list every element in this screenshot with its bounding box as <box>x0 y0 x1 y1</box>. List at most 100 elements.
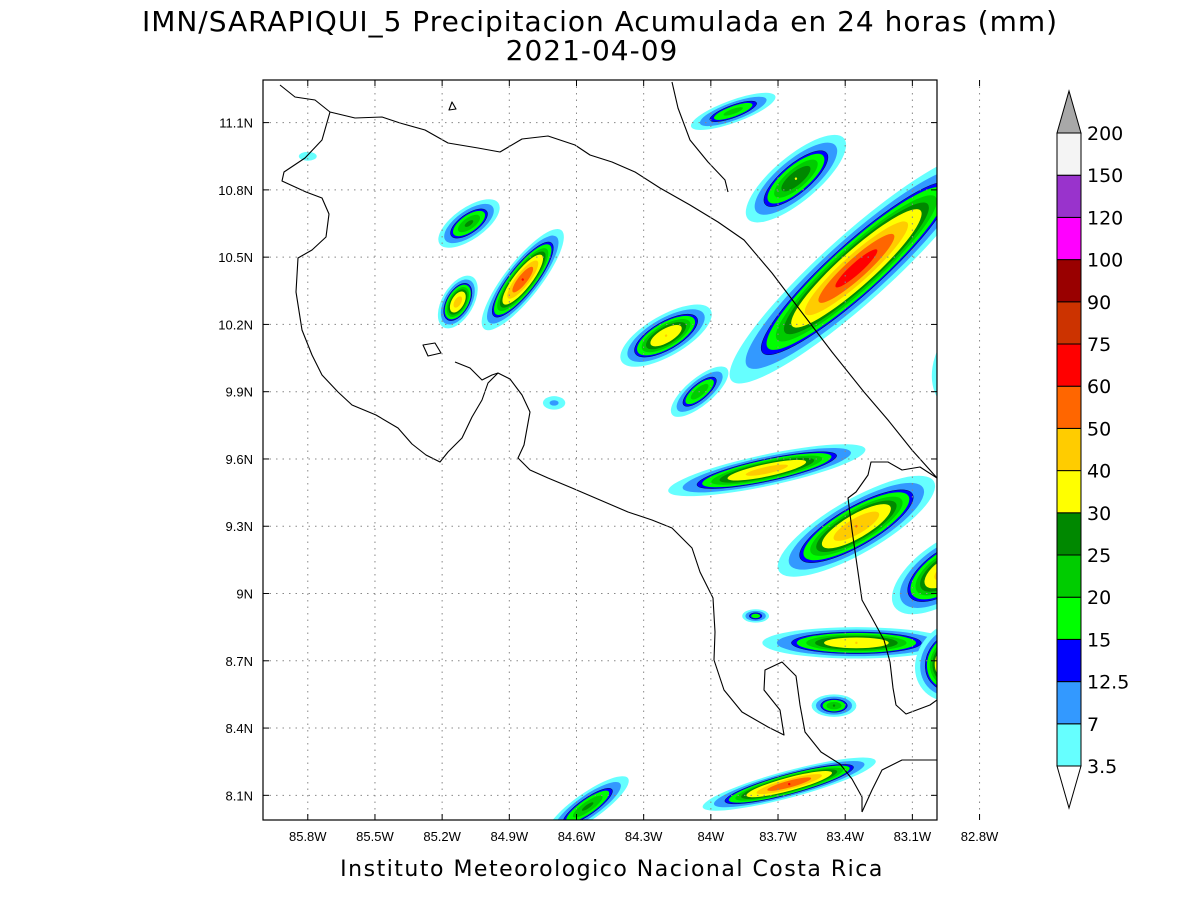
legend-swatch <box>1056 681 1082 725</box>
precip-contour <box>453 296 463 308</box>
legend-label: 60 <box>1087 376 1111 398</box>
precip-contour <box>924 629 937 693</box>
legend-swatch <box>1056 427 1082 472</box>
precip-contour <box>745 464 788 476</box>
map-title: IMN/SARAPIQUI_5 Precipitacion Acumulada … <box>142 5 1058 38</box>
precip-contour <box>945 312 1037 404</box>
legend-label: 3.5 <box>1087 756 1117 778</box>
legend-label: 90 <box>1087 292 1111 314</box>
precip-contour <box>924 553 937 589</box>
legend-swatch <box>1056 596 1082 640</box>
precip-contour <box>979 346 1003 370</box>
y-tick-label: 8.7N <box>226 654 253 669</box>
legend-label: 100 <box>1087 250 1123 272</box>
legend-swatch <box>1056 638 1082 683</box>
precip-contour <box>464 220 474 227</box>
x-tick-label: 85.8W <box>289 829 327 844</box>
precip-contour <box>855 641 858 645</box>
precip-system <box>811 694 857 717</box>
precip-system <box>729 153 937 384</box>
x-tick-label: 84.3W <box>625 829 663 844</box>
precip-contour <box>936 303 1046 413</box>
caribbean-coastline <box>279 84 937 479</box>
legend-swatch <box>1056 723 1082 767</box>
legend-top-arrow <box>1056 89 1082 134</box>
precip-contour <box>937 641 976 680</box>
y-tick-label: 8.1N <box>226 788 253 803</box>
footer-credit: Instituto Meteorologico Nacional Costa R… <box>340 857 884 882</box>
precip-contour <box>521 278 524 281</box>
legend-swatch <box>1056 470 1082 514</box>
precip-system <box>438 199 500 248</box>
x-tick-label: 85.5W <box>356 829 394 844</box>
precip-system <box>777 475 936 577</box>
nicaragua-lake-shore <box>671 81 729 193</box>
legend-label: 75 <box>1087 334 1111 356</box>
y-tick-label: 10.8N <box>218 183 253 198</box>
map-frame <box>262 79 938 821</box>
precip-system <box>546 776 629 820</box>
y-tick-label: 8.4N <box>226 721 253 736</box>
precip-system <box>914 619 983 702</box>
precip-system <box>762 627 937 659</box>
precip-system <box>690 92 776 130</box>
x-tick-label: 85.2W <box>423 829 461 844</box>
legend-swatch <box>1056 512 1082 556</box>
southern-coast-east <box>861 759 937 813</box>
pacific-coastline <box>281 111 863 812</box>
legend-swatch <box>1056 343 1082 387</box>
legend-swatch <box>1056 385 1082 429</box>
precip-contour <box>944 648 971 674</box>
color-legend: 3.5 7 12.5 15 20 25 30 40 50 60 75 90 100 120 150 200 <box>1056 89 1129 810</box>
precip-contour <box>952 319 1030 397</box>
legend-label: 150 <box>1087 165 1123 187</box>
legend-swatch <box>1056 174 1082 218</box>
precip-contour <box>959 326 1023 390</box>
legend-label: 200 <box>1087 123 1123 145</box>
y-tick-label: 10.2N <box>218 317 253 332</box>
x-tick-label: 82.8W <box>961 829 999 844</box>
y-tick-label: 9.3N <box>226 519 253 534</box>
precip-contour <box>932 636 983 686</box>
precip-contour <box>581 802 594 811</box>
y-tick-label: 11.1N <box>219 116 253 131</box>
inner-island <box>422 342 442 357</box>
x-tick-label: 83.4W <box>826 829 864 844</box>
legend-swatch <box>1056 301 1082 345</box>
panama-border <box>847 461 937 715</box>
x-tick-label: 83.7W <box>759 829 797 844</box>
legend-swatch <box>1056 216 1082 261</box>
island-north <box>448 101 457 111</box>
y-tick-label: 9.6N <box>226 452 253 467</box>
precip-contour <box>930 298 1051 419</box>
map-area <box>262 79 1051 821</box>
legend-swatch <box>1056 554 1082 598</box>
precip-contour <box>794 177 798 180</box>
legend-label: 30 <box>1087 503 1111 525</box>
precip-contour <box>664 334 668 337</box>
legend-swatch <box>1056 259 1082 303</box>
legend-label: 50 <box>1087 418 1111 440</box>
precip-system <box>745 134 847 223</box>
precip-contour <box>835 249 878 288</box>
precip-contour <box>751 613 761 619</box>
precip-system <box>437 275 478 329</box>
legend-label: 15 <box>1087 629 1111 651</box>
precip-contour <box>941 308 1041 408</box>
legend-swatch <box>1056 132 1082 176</box>
precip-system <box>742 609 770 623</box>
precip-system <box>891 527 937 615</box>
precip-system <box>620 304 712 367</box>
precip-contour <box>855 525 858 528</box>
precip-contour <box>788 782 791 786</box>
precip-contour <box>832 704 836 707</box>
x-tick-label: 84.6W <box>558 829 596 844</box>
legend-label: 12.5 <box>1087 672 1129 694</box>
precip-contour <box>966 333 1016 383</box>
y-tick-label: 9.9N <box>226 385 253 400</box>
legend-label: 20 <box>1087 587 1111 609</box>
y-tick-label: 10.5N <box>218 250 253 265</box>
precip-system <box>542 396 566 410</box>
map-date: 2021-04-09 <box>506 34 679 67</box>
